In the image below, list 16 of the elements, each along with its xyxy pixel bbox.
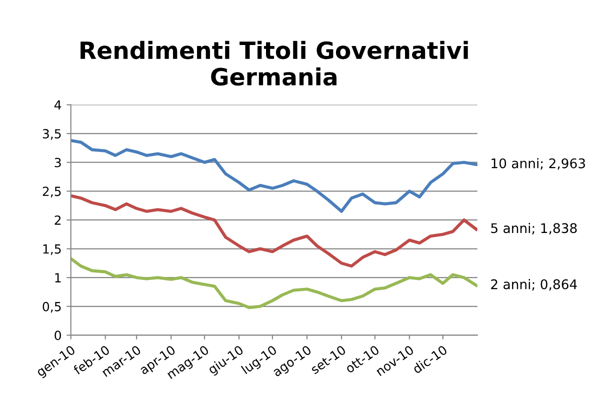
- y-tick-label: 0,5: [42, 302, 61, 313]
- y-tick-label: 3: [54, 158, 61, 168]
- y-tick-label: 1,5: [43, 244, 61, 255]
- annotation: 2 anni; 0,864: [491, 279, 577, 291]
- y-tick-label: 2: [54, 215, 61, 225]
- y-tick-label: 3,5: [42, 129, 61, 140]
- annotation: 10 anni; 2,963: [492, 158, 585, 170]
- y-tick-label: 0: [54, 330, 61, 340]
- y-tick-label: 1: [55, 273, 61, 282]
- line-series: [70, 138, 478, 213]
- y-tick-label: 4: [54, 100, 62, 110]
- line-series: [70, 257, 478, 310]
- line-series: [70, 194, 478, 268]
- annotation: 5 anni; 1,838: [491, 222, 577, 234]
- y-tick-label: 2,5: [42, 186, 61, 198]
- chart-title: Rendimenti Titoli Governativi Germania: [80, 40, 468, 86]
